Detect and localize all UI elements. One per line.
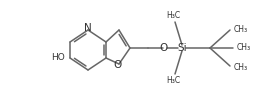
Text: CH₃: CH₃	[234, 24, 248, 33]
Text: N: N	[84, 23, 92, 33]
Text: O: O	[114, 60, 122, 70]
Text: O: O	[159, 43, 167, 53]
Text: HO: HO	[51, 54, 65, 63]
Text: CH₃: CH₃	[234, 63, 248, 72]
Text: Si: Si	[177, 43, 187, 53]
Text: CH₃: CH₃	[237, 43, 251, 52]
Text: H₃C: H₃C	[166, 76, 180, 85]
Text: H₃C: H₃C	[166, 11, 180, 20]
